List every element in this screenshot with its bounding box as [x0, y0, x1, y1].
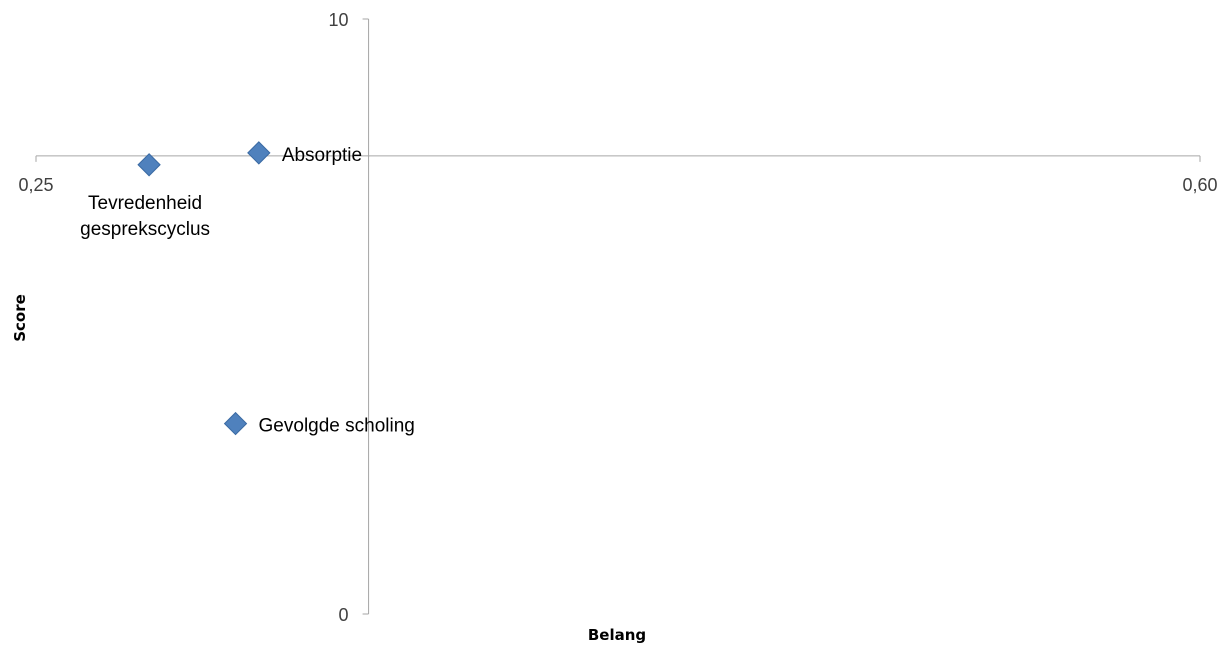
data-point-label-line: gesprekscyclus: [80, 219, 210, 240]
tick-labels: 0,25 0,60 0 10: [18, 10, 1217, 625]
data-points: Absorptie Tevredenheid gesprekscyclus Gevol…: [80, 141, 415, 437]
data-point-label-line: Tevredenheid: [88, 193, 202, 214]
data-point-label: Absorptie: [282, 145, 362, 166]
x-tick-label: 0,60: [1182, 175, 1217, 195]
data-point-marker: [137, 153, 161, 177]
axes: [35, 18, 1201, 615]
data-point-label: Tevredenheid gesprekscyclus: [80, 193, 210, 240]
y-axis-title: Score: [11, 294, 29, 342]
x-tick-label: 0,25: [18, 175, 53, 195]
axis-titles: Belang Score: [11, 294, 646, 644]
x-axis-title: Belang: [588, 626, 646, 644]
data-point-marker: [247, 141, 271, 165]
data-point-marker: [223, 411, 248, 436]
data-point-label: Gevolgde scholing: [259, 416, 415, 437]
y-tick-label: 0: [339, 605, 349, 625]
y-tick-label: 10: [329, 10, 349, 30]
